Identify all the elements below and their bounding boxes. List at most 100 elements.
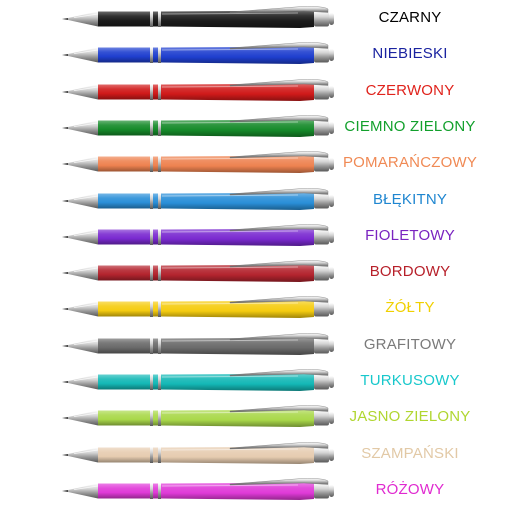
- pen-tip: [62, 54, 68, 57]
- pen-row: SZAMPAŃSKI: [0, 439, 512, 469]
- pen-ring: [150, 47, 153, 64]
- pen-cone: [68, 11, 98, 27]
- pen-tip: [62, 18, 68, 20]
- pen-ring: [158, 337, 161, 354]
- pen-ring: [158, 482, 161, 499]
- pen-ring: [158, 374, 161, 390]
- pen-image: [62, 260, 334, 283]
- pen-cone: [68, 193, 98, 208]
- pen-body: [161, 300, 314, 319]
- pen-ring: [150, 119, 153, 136]
- pen-row: FIOLETOWY: [0, 221, 512, 251]
- pen-cone: [68, 47, 98, 63]
- pen-clip: [229, 115, 329, 123]
- pen-ring: [150, 374, 153, 390]
- pen-body: [161, 337, 314, 355]
- pen-ring: [150, 446, 153, 463]
- pen-color-label: RÓŻOWY: [375, 480, 445, 498]
- pen-tip: [62, 235, 68, 238]
- pen-tip: [62, 417, 68, 420]
- pen-clip: [229, 405, 329, 413]
- pen-ring: [158, 192, 161, 209]
- pen-body: [161, 228, 314, 246]
- pen-image: [62, 405, 334, 428]
- pen-color-label: CZERWONY: [365, 81, 455, 99]
- pen-image: [62, 115, 334, 137]
- pen-tip: [62, 163, 68, 166]
- pen-cone: [68, 374, 98, 390]
- pen-color-label: BŁĘKITNY: [372, 190, 448, 208]
- pen-clip: [229, 151, 329, 159]
- pen-body: [161, 155, 314, 174]
- pen-cone: [68, 229, 98, 245]
- pen-cone: [68, 410, 98, 426]
- pen-tip: [62, 90, 68, 93]
- pen-clip: [229, 187, 329, 195]
- pen-cone: [68, 301, 98, 317]
- pen-ring: [150, 11, 153, 27]
- pen-cone: [68, 483, 98, 499]
- pen-cone: [68, 447, 98, 463]
- pen-clip: [229, 224, 329, 232]
- pen-image: [62, 6, 334, 28]
- pen-body: [161, 192, 314, 210]
- pen-body: [161, 119, 314, 137]
- pen-ring: [150, 265, 153, 282]
- pen-color-label: JASNO ZIELONY: [349, 408, 471, 426]
- pen-cone: [68, 84, 98, 100]
- pen-cone: [68, 338, 98, 354]
- pen-body: [161, 482, 314, 500]
- pen-color-label: POMARAŃCZOWY: [342, 154, 478, 172]
- pen-color-label: FIOLETOWY: [365, 226, 455, 244]
- pen-image: [62, 441, 334, 464]
- pen-tip: [62, 489, 68, 492]
- pen-image: [62, 78, 334, 101]
- pen-body: [161, 409, 314, 428]
- pen-image: [62, 369, 334, 391]
- pen-body: [161, 446, 314, 464]
- pen-ring: [150, 156, 153, 173]
- pen-row: BŁĘKITNY: [0, 185, 512, 215]
- pen-clip: [229, 6, 329, 14]
- pen-ring: [150, 410, 153, 427]
- pen-image: [62, 478, 334, 500]
- pen-color-label: ŻÓŁTY: [385, 299, 435, 317]
- pen-ring: [158, 301, 161, 318]
- pen-body: [161, 46, 314, 65]
- pen-ring: [158, 265, 161, 282]
- pen-ring: [158, 446, 161, 463]
- pen-clip: [229, 260, 329, 268]
- pen-row: ŻÓŁTY: [0, 293, 512, 323]
- pen-ring: [150, 83, 153, 100]
- pen-tip: [62, 272, 68, 275]
- pen-row: CZERWONY: [0, 76, 512, 106]
- pen-color-label: CIEMNO ZIELONY: [344, 117, 476, 135]
- pen-color-label: BORDOWY: [369, 263, 451, 281]
- pen-tip: [62, 126, 68, 129]
- pen-body: [161, 373, 314, 391]
- pen-row: TURKUSOWY: [0, 366, 512, 396]
- pen-tip: [62, 344, 68, 347]
- pen-image: [62, 151, 334, 174]
- pen-image: [62, 224, 334, 246]
- pen-ring: [150, 482, 153, 499]
- pen-body: [161, 10, 314, 28]
- pen-color-label: SZAMPAŃSKI: [361, 444, 459, 462]
- pen-clip: [229, 332, 329, 340]
- pen-ring: [158, 119, 161, 136]
- pen-clip: [229, 296, 329, 304]
- pen-tip: [62, 453, 68, 456]
- pen-image: [62, 296, 334, 319]
- pen-row: CIEMNO ZIELONY: [0, 112, 512, 142]
- pen-ring: [158, 11, 161, 27]
- pen-row: CZARNY: [0, 3, 512, 33]
- pen-clip: [229, 441, 329, 449]
- pen-row: RÓŻOWY: [0, 475, 512, 505]
- pen-row: NIEBIESKI: [0, 39, 512, 69]
- pen-image: [62, 332, 334, 355]
- pen-row: JASNO ZIELONY: [0, 402, 512, 432]
- pen-ring: [158, 83, 161, 100]
- pen-cone: [68, 265, 98, 281]
- pen-tip: [62, 199, 68, 202]
